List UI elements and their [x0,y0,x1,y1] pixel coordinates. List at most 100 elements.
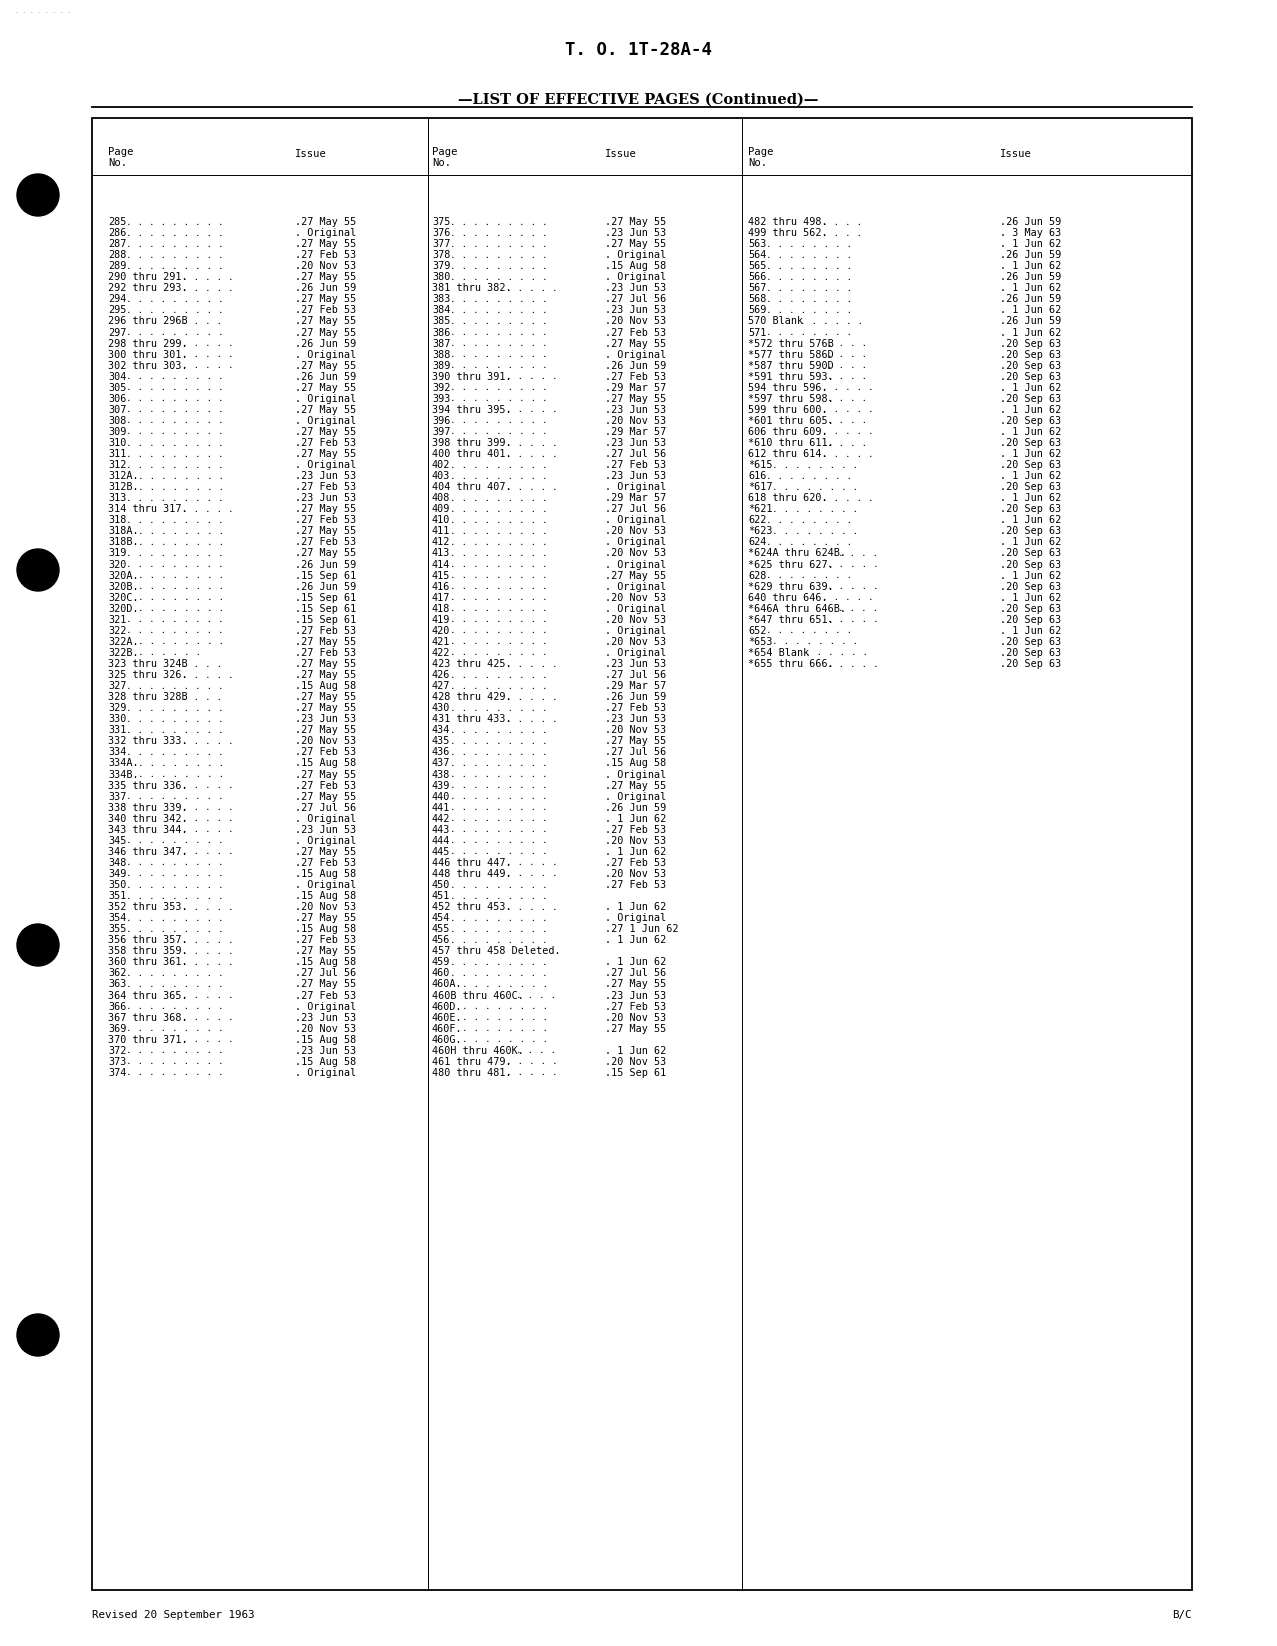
Text: . . . . . . . . .: . . . . . . . . . [126,792,225,802]
Text: . Original: . Original [295,393,356,403]
Text: 567: 567 [748,283,766,293]
Text: . . . . . . . . .: . . . . . . . . . [451,681,548,691]
Text: 402: 402 [432,461,451,471]
Text: .29 Mar 57: .29 Mar 57 [605,681,667,691]
Text: . . . . . . . . .: . . . . . . . . . [451,593,548,602]
Text: . . . . . . . . .: . . . . . . . . . [126,714,225,724]
Text: . . . . .: . . . . . [827,583,879,591]
Text: 369: 369 [109,1024,126,1034]
Text: 331: 331 [109,726,126,736]
Text: *591 thru 593.: *591 thru 593. [748,372,834,382]
Text: . . . . .: . . . . . [181,273,234,281]
Text: .27 May 55: .27 May 55 [605,780,667,790]
Text: . . . . . . . .: . . . . . . . . [138,593,223,602]
Text: 367 thru 368.: 367 thru 368. [109,1012,188,1022]
Bar [92,119,1191,1590]
Text: . . . . .: . . . . . [181,935,234,945]
Text: . . . . . . . . .: . . . . . . . . . [451,527,548,537]
Text: .27 May 55: .27 May 55 [295,360,356,370]
Text: . . . . . .: . . . . . . [138,649,200,657]
Text: . . . . .: . . . . . [181,815,234,823]
Text: .15 Aug 58: .15 Aug 58 [295,759,356,769]
Text: . . . . . . . . .: . . . . . . . . . [451,328,548,337]
Text: 288: 288 [109,250,126,260]
Text: . . . . .: . . . . . [821,593,873,602]
Text: .27 Jul 56: .27 Jul 56 [605,968,667,978]
Text: . . . . . . . .: . . . . . . . . [138,583,223,591]
Text: 338 thru 339.: 338 thru 339. [109,803,188,813]
Text: .23 Jun 53: .23 Jun 53 [605,991,667,1001]
Text: 624: 624 [748,538,766,548]
Text: *577 thru 586D: *577 thru 586D [748,349,834,359]
Text: . 1 Jun 62: . 1 Jun 62 [605,846,667,858]
Text: . . . . . . . .: . . . . . . . . [766,250,853,260]
Text: *624A thru 624B.: *624A thru 624B. [748,548,845,558]
Text: . . . .: . . . . [827,416,867,425]
Text: 564: 564 [748,250,766,260]
Text: 322: 322 [109,625,126,635]
Text: .27 Jul 56: .27 Jul 56 [605,449,667,459]
Text: . . . . . . . . .: . . . . . . . . . [451,571,548,579]
Text: .20 Sep 63: .20 Sep 63 [1000,649,1061,658]
Text: .26 Jun 59: .26 Jun 59 [1000,316,1061,326]
Text: 415: 415 [432,571,451,581]
Text: 434: 434 [432,726,451,736]
Text: 423 thru 425.: 423 thru 425. [432,658,512,668]
Text: 362: 362 [109,968,126,978]
Text: . Original: . Original [295,836,356,846]
Text: 419: 419 [432,616,451,625]
Text: . . . . . . . . .: . . . . . . . . . [451,759,548,769]
Text: .27 Feb 53: .27 Feb 53 [605,372,667,382]
Text: . . . . . . . . .: . . . . . . . . . [126,914,225,923]
Text: . 1 Jun 62: . 1 Jun 62 [605,813,667,823]
Text: B/C: B/C [1172,1610,1191,1620]
Text: . . . . . . . . .: . . . . . . . . . [126,681,225,691]
Text: 286: 286 [109,229,126,239]
Text: 435: 435 [432,736,451,746]
Text: 352 thru 353.: 352 thru 353. [109,902,188,912]
Text: . . . . . . . .: . . . . . . . . [138,472,223,481]
Circle shape [17,550,59,591]
Text: .26 Jun 59: .26 Jun 59 [295,283,356,293]
Text: . . . . .: . . . . . [181,351,234,359]
Text: .27 May 55: .27 May 55 [295,316,356,326]
Text: 334B.: 334B. [109,769,139,780]
Text: 355: 355 [109,923,126,935]
Text: . . . . . . . . .: . . . . . . . . . [451,881,548,889]
Text: 332 thru 333.: 332 thru 333. [109,736,188,746]
Text: 285: 285 [109,217,126,227]
Text: .27 May 55: .27 May 55 [605,571,667,581]
Text: .20 Nov 53: .20 Nov 53 [295,902,356,912]
Text: . . . . . . . . .: . . . . . . . . . [451,515,548,525]
Text: .15 Sep 61: .15 Sep 61 [295,604,356,614]
Text: No.: No. [748,158,767,168]
Text: 312A.: 312A. [109,471,139,481]
Text: .27 May 55: .27 May 55 [295,637,356,647]
Text: .15 Sep 61: .15 Sep 61 [295,616,356,625]
Text: . . . . . . . .: . . . . . . . . [766,328,853,337]
Text: —LIST OF EFFECTIVE PAGES (Continued)—: —LIST OF EFFECTIVE PAGES (Continued)— [458,94,819,107]
Text: *653: *653 [748,637,773,647]
Text: .27 May 55: .27 May 55 [605,736,667,746]
Text: 320C.: 320C. [109,593,139,602]
Text: . . . . . . . . .: . . . . . . . . . [451,649,548,657]
Text: 442: 442 [432,813,451,823]
Text: . . . . . . . . .: . . . . . . . . . [126,881,225,889]
Text: 318B.: 318B. [109,538,139,548]
Text: .27 Feb 53: .27 Feb 53 [605,881,667,890]
Text: .15 Aug 58: .15 Aug 58 [295,1035,356,1045]
Text: .23 Jun 53: .23 Jun 53 [605,306,667,316]
Text: . . . . . . . . .: . . . . . . . . . [126,979,225,989]
Text: 345: 345 [109,836,126,846]
Text: . . . . .: . . . . . [181,782,234,790]
Text: 294: 294 [109,295,126,305]
Text: . 1 Jun 62: . 1 Jun 62 [1000,426,1061,436]
Text: .15 Aug 58: .15 Aug 58 [295,958,356,968]
Text: 403: 403 [432,471,451,481]
Text: . . . . .: . . . . . [181,958,234,966]
Text: . . . . . . . . .: . . . . . . . . . [451,262,548,270]
Text: 460A.: 460A. [432,979,462,989]
Text: .27 May 55: .27 May 55 [295,504,356,514]
Text: .15 Aug 58: .15 Aug 58 [295,869,356,879]
Text: 304: 304 [109,372,126,382]
